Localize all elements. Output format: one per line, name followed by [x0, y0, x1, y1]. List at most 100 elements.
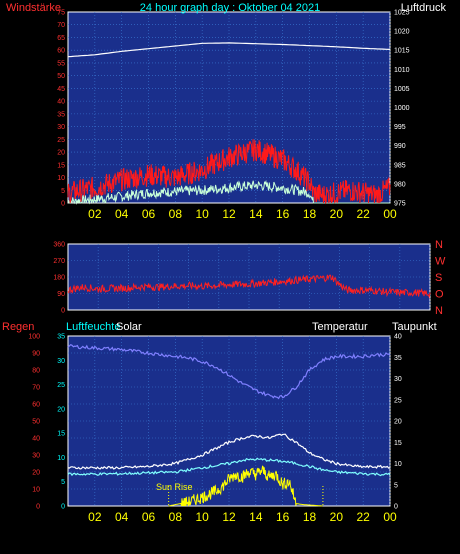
y-tick-label: 1025 [394, 10, 410, 17]
x-tick-label: 04 [115, 207, 129, 221]
temperatur-label: Temperatur [312, 321, 368, 333]
y-tick-label: 50 [57, 73, 65, 80]
y-tick-label: 55 [57, 60, 65, 67]
x-tick-label: 12 [222, 510, 236, 524]
direction-letter: N [435, 305, 443, 317]
y-tick-label: 60 [57, 48, 65, 55]
y-tick-label: 360 [53, 242, 65, 249]
x-tick-label: 14 [249, 510, 263, 524]
y-tick-label: 40 [32, 436, 40, 443]
y-tick-label: 30 [32, 453, 40, 460]
x-tick-label: 12 [222, 207, 236, 221]
direction-letter: S [435, 272, 442, 284]
y-tick-label: 20 [57, 406, 65, 413]
luftdruck-label: Luftdruck [401, 2, 447, 14]
y-tick-label: 70 [32, 385, 40, 392]
y-tick-label: 20 [57, 150, 65, 157]
y-tick-label: 15 [57, 431, 65, 438]
regen-label: Regen [2, 321, 34, 333]
x-tick-label: 10 [195, 207, 209, 221]
y-tick-label: 25 [394, 397, 402, 404]
y-tick-label: 40 [57, 99, 65, 106]
x-tick-label: 20 [330, 207, 344, 221]
x-tick-label: 02 [88, 510, 102, 524]
y-tick-label: 0 [36, 504, 40, 511]
y-tick-label: 1000 [394, 105, 410, 112]
sunrise-label: Sun Rise [156, 482, 193, 492]
y-tick-label: 990 [394, 143, 406, 150]
y-tick-label: 1015 [394, 48, 410, 55]
x-tick-label: 16 [276, 207, 290, 221]
humidity-line [67, 343, 391, 400]
direction-letter: W [435, 256, 446, 268]
y-tick-label: 985 [394, 162, 406, 169]
chart-title: 24 hour graph day : Oktober 04 2021 [140, 2, 320, 14]
x-tick-label: 16 [276, 510, 290, 524]
x-tick-label: 06 [142, 207, 156, 221]
y-tick-label: 10 [57, 455, 65, 462]
y-tick-label: 65 [57, 35, 65, 42]
x-tick-label: 04 [115, 510, 129, 524]
y-tick-label: 80 [32, 368, 40, 375]
y-tick-label: 5 [394, 482, 398, 489]
y-tick-label: 40 [394, 334, 402, 341]
y-tick-label: 35 [394, 355, 402, 362]
y-tick-label: 0 [61, 504, 65, 511]
y-tick-label: 70 [57, 22, 65, 29]
x-tick-label: 06 [142, 510, 156, 524]
x-tick-label: 18 [303, 207, 317, 221]
y-tick-label: 75 [57, 10, 65, 17]
x-tick-label: 14 [249, 207, 263, 221]
y-tick-label: 975 [394, 201, 406, 208]
luftfeuchte-label: Luftfeuchte [66, 321, 120, 333]
taupunkt-label: Taupunkt [392, 321, 437, 333]
y-tick-label: 15 [394, 440, 402, 447]
y-tick-label: 5 [61, 188, 65, 195]
y-tick-label: 60 [32, 402, 40, 409]
x-tick-label: 22 [356, 207, 370, 221]
x-tick-label: 08 [169, 510, 183, 524]
pressure-line [67, 42, 391, 58]
temperature-line [67, 433, 391, 470]
wind-direction-line [67, 274, 431, 299]
y-tick-label: 25 [57, 137, 65, 144]
x-tick-label: 22 [356, 510, 370, 524]
y-tick-label: 1005 [394, 86, 410, 93]
y-tick-label: 30 [57, 124, 65, 131]
solar-label: Solar [116, 321, 142, 333]
y-tick-label: 995 [394, 124, 406, 131]
y-tick-label: 1010 [394, 67, 410, 74]
y-tick-label: 35 [57, 334, 65, 341]
y-tick-label: 5 [61, 479, 65, 486]
y-tick-label: 270 [53, 258, 65, 265]
y-tick-label: 20 [32, 470, 40, 477]
x-tick-label: 08 [169, 207, 183, 221]
y-tick-label: 180 [53, 275, 65, 282]
wind-gust-line [67, 139, 391, 205]
y-tick-label: 100 [28, 334, 40, 341]
y-tick-label: 0 [394, 504, 398, 511]
windstaerke-label: Windstärke [6, 2, 61, 14]
y-tick-label: 10 [394, 461, 402, 468]
y-tick-label: 10 [57, 175, 65, 182]
x-tick-label: 00 [383, 207, 397, 221]
y-tick-label: 25 [57, 382, 65, 389]
y-tick-label: 30 [57, 358, 65, 365]
series-layer [67, 42, 431, 507]
y-tick-label: 980 [394, 181, 406, 188]
x-tick-label: 18 [303, 510, 317, 524]
y-tick-label: 10 [32, 487, 40, 494]
y-tick-label: 20 [394, 419, 402, 426]
x-tick-label: 00 [383, 510, 397, 524]
direction-letter: N [435, 239, 443, 251]
direction-letter: O [435, 289, 444, 301]
x-tick-label: 10 [195, 510, 209, 524]
x-tick-label: 02 [88, 207, 102, 221]
dewpoint-line [67, 457, 391, 477]
wind-average-line [67, 179, 390, 205]
y-tick-label: 0 [61, 308, 65, 315]
y-tick-label: 45 [57, 86, 65, 93]
